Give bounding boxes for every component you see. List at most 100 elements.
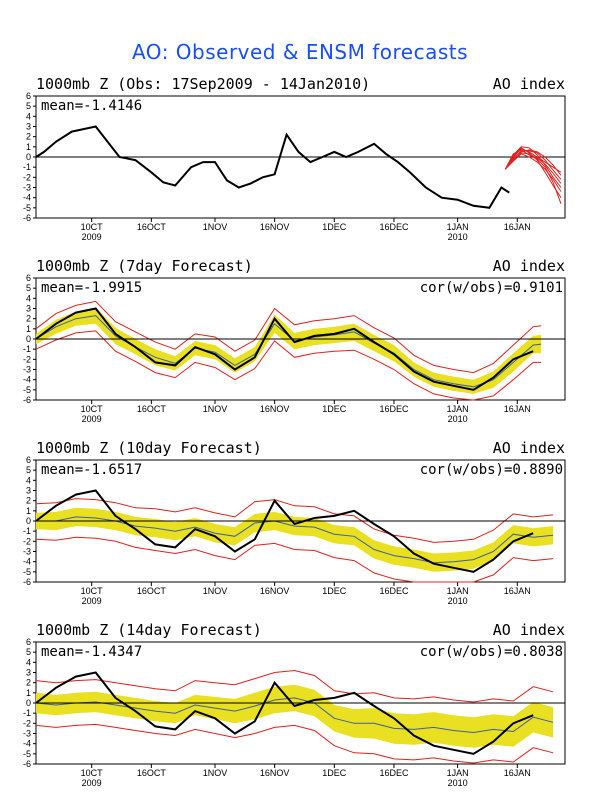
y-tick-label: 2: [26, 132, 31, 142]
x-tick-label: 16JAN: [504, 404, 531, 414]
ensemble-mean-line: [36, 516, 554, 564]
y-tick-label: -3: [23, 183, 31, 193]
y-tick-label: 5: [26, 647, 31, 657]
x-tick-label: 10CT 2009: [81, 404, 104, 424]
y-tick-label: -4: [23, 739, 31, 749]
x-tick-label: 16DEC: [379, 768, 409, 778]
y-tick-label: -1: [23, 162, 31, 172]
y-tick-label: -2: [23, 172, 31, 182]
ensemble-member-line: [504, 149, 562, 204]
y-tick-label: -3: [23, 365, 31, 375]
y-tick-label: -4: [23, 193, 31, 203]
ensemble-member-line: [504, 153, 562, 192]
y-tick-label: 1: [26, 688, 31, 698]
ensemble-member-line: [504, 152, 562, 184]
mean-label: mean=-1.4347: [41, 644, 142, 660]
y-tick-label: -2: [23, 718, 31, 728]
forecast-min-line: [35, 536, 554, 583]
correlation-label: cor(w/obs)=0.8890: [420, 462, 563, 478]
y-tick-label: 2: [26, 496, 31, 506]
forecast-max-line: [35, 498, 554, 543]
x-tick-label: 1DEC: [322, 404, 347, 414]
y-tick-label: 1: [26, 324, 31, 334]
panel-right-label: AO index: [493, 75, 565, 93]
y-tick-label: 4: [26, 293, 31, 303]
y-tick-label: -3: [23, 729, 31, 739]
correlation-label: cor(w/obs)=0.9101: [420, 280, 563, 296]
x-tick-label: 1DEC: [322, 768, 347, 778]
y-tick-label: -6: [23, 759, 31, 769]
y-tick-label: 0: [26, 516, 31, 526]
observed-line: [35, 307, 534, 391]
y-tick-label: -1: [23, 344, 31, 354]
x-tick-label: 16OCT: [137, 768, 167, 778]
y-tick-label: 1: [26, 142, 31, 152]
y-tick-label: -5: [23, 749, 31, 759]
forecast-spread-band: [36, 507, 554, 572]
x-tick-label: 1NOV: [203, 586, 228, 596]
y-tick-label: -4: [23, 557, 31, 567]
x-tick-label: 10CT 2009: [81, 768, 104, 788]
x-tick-label: 16JAN: [504, 222, 531, 232]
x-tick-label: 16OCT: [137, 586, 167, 596]
y-tick-label: 4: [26, 111, 31, 121]
y-tick-label: 4: [26, 657, 31, 667]
figure-title: AO: Observed & ENSM forecasts: [131, 40, 469, 64]
y-tick-label: -2: [23, 354, 31, 364]
x-tick-label: 16OCT: [137, 404, 167, 414]
x-tick-label: 16NOV: [260, 222, 290, 232]
x-tick-label: 16JAN: [504, 768, 531, 778]
x-tick-label: 1NOV: [203, 404, 228, 414]
y-tick-label: 5: [26, 283, 31, 293]
y-tick-label: -6: [23, 577, 31, 587]
y-tick-label: 3: [26, 122, 31, 132]
y-tick-label: 3: [26, 668, 31, 678]
x-tick-label: 1JAN 2010: [447, 586, 469, 606]
x-tick-label: 16NOV: [260, 768, 290, 778]
observed-line: [35, 489, 534, 573]
panel-right-label: AO index: [493, 257, 565, 275]
y-tick-label: 6: [26, 91, 31, 101]
observed-line: [35, 125, 510, 209]
x-tick-label: 16DEC: [379, 222, 409, 232]
x-tick-label: 1JAN 2010: [447, 404, 469, 424]
x-tick-label: 16OCT: [137, 222, 167, 232]
y-tick-label: -5: [23, 567, 31, 577]
x-tick-label: 16DEC: [379, 404, 409, 414]
panel-title: 1000mb Z (7day Forecast): [36, 257, 253, 275]
mean-label: mean=-1.4146: [41, 98, 142, 114]
y-tick-label: -5: [23, 385, 31, 395]
x-tick-label: 1JAN 2010: [447, 768, 469, 788]
forecast-max-line: [35, 669, 554, 703]
y-tick-label: 6: [26, 637, 31, 647]
x-tick-label: 16JAN: [504, 586, 531, 596]
panel-title: 1000mb Z (Obs: 17Sep2009 - 14Jan2010): [36, 75, 370, 93]
x-tick-label: 16NOV: [260, 404, 290, 414]
x-tick-label: 10CT 2009: [81, 586, 104, 606]
y-tick-label: 0: [26, 152, 31, 162]
y-tick-label: 4: [26, 475, 31, 485]
x-tick-label: 10CT 2009: [81, 222, 104, 242]
y-tick-label: 3: [26, 486, 31, 496]
ensemble-member-line: [504, 149, 562, 176]
panel-title: 1000mb Z (14day Forecast): [36, 621, 262, 639]
forecast-max-line: [35, 300, 542, 374]
y-tick-label: 1: [26, 506, 31, 516]
x-tick-label: 1DEC: [322, 222, 347, 232]
y-tick-label: 5: [26, 465, 31, 475]
y-tick-label: -6: [23, 395, 31, 405]
y-tick-label: -5: [23, 203, 31, 213]
correlation-label: cor(w/obs)=0.8038: [420, 644, 563, 660]
ensemble-mean-line: [35, 697, 554, 734]
y-tick-label: -4: [23, 375, 31, 385]
forecast-spread-band: [36, 684, 554, 748]
y-tick-label: 2: [26, 678, 31, 688]
ensemble-member-line: [504, 148, 562, 173]
y-tick-label: 0: [26, 698, 31, 708]
y-tick-label: -1: [23, 708, 31, 718]
x-tick-label: 1JAN 2010: [447, 222, 469, 242]
panel-title: 1000mb Z (10day Forecast): [36, 439, 262, 457]
mean-label: mean=-1.9915: [41, 280, 142, 296]
x-tick-label: 1NOV: [203, 222, 228, 232]
